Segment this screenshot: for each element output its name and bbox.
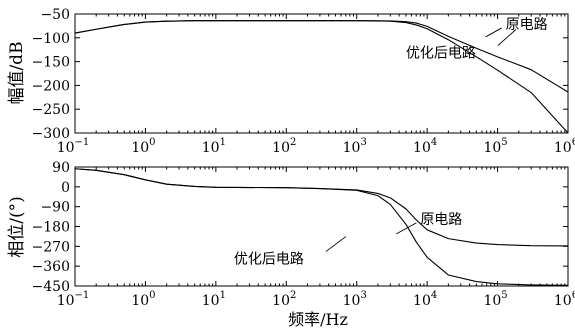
- x-tick-label: 106: [554, 137, 575, 156]
- y-tick-label: −270: [32, 239, 70, 255]
- annotation-label: 原电路: [420, 212, 462, 228]
- series-line-optimized-circuit: [75, 20, 568, 133]
- x-tick-label: 10−1: [57, 137, 90, 156]
- x-tick-label: 101: [202, 290, 226, 309]
- x-tick-label: 100: [131, 290, 155, 309]
- annotation-leader-line: [396, 222, 417, 235]
- x-tick-label: 10−1: [57, 290, 90, 309]
- annotation-label: 优化后电路: [234, 252, 304, 268]
- phase-panel: 相位/(°) 频率/Hz 10−1 100 101 102 103 104 105 106 90…: [7, 160, 575, 329]
- y-tick-label: −100: [32, 31, 70, 47]
- y-tick-label: −360: [32, 259, 70, 275]
- y-tick-label: −200: [32, 78, 70, 94]
- x-tick-label: 104: [413, 290, 437, 309]
- x-tick-label: 106: [554, 290, 575, 309]
- x-tick-label: 103: [343, 137, 367, 156]
- x-tick-label: 101: [202, 137, 226, 156]
- x-tick-label: 102: [272, 290, 296, 309]
- x-tick-label: 103: [343, 290, 367, 309]
- magnitude-panel: 幅值/dB 10−1 100 101 102 103 104 105 106 −50 −100 −1…: [7, 7, 575, 156]
- annotation-leader-line: [485, 27, 502, 38]
- annotation-leader-line: [325, 236, 347, 252]
- x-tick-label: 102: [272, 137, 296, 156]
- x-tick-label: 105: [483, 137, 507, 156]
- y-tick-label: −300: [32, 126, 70, 142]
- y-tick-label: −250: [32, 102, 70, 118]
- magnitude-y-axis-label: 幅值/dB: [7, 41, 27, 104]
- series-line-original-circuit: [75, 20, 568, 93]
- y-tick-label: −50: [40, 7, 70, 23]
- annotation-label: 优化后电路: [406, 46, 476, 62]
- frequency-x-axis-label: 频率/Hz: [288, 310, 348, 329]
- series-line-optimized-circuit: [75, 168, 568, 286]
- y-tick-label: −450: [32, 279, 70, 295]
- annotation-leader-line: [497, 29, 517, 46]
- plot-frame: [74, 166, 569, 287]
- y-tick-label: 90: [52, 160, 70, 176]
- y-tick-label: −150: [32, 55, 70, 71]
- y-tick-label: 0: [61, 180, 70, 196]
- x-tick-label: 104: [413, 137, 437, 156]
- phase-y-axis-label: 相位/(°): [7, 196, 27, 258]
- y-tick-label: −180: [32, 220, 70, 236]
- plot-frame: [74, 13, 569, 134]
- x-tick-label: 100: [131, 137, 155, 156]
- y-tick-label: −90: [40, 200, 70, 216]
- x-tick-label: 105: [483, 290, 507, 309]
- annotation-label: 原电路: [506, 17, 548, 33]
